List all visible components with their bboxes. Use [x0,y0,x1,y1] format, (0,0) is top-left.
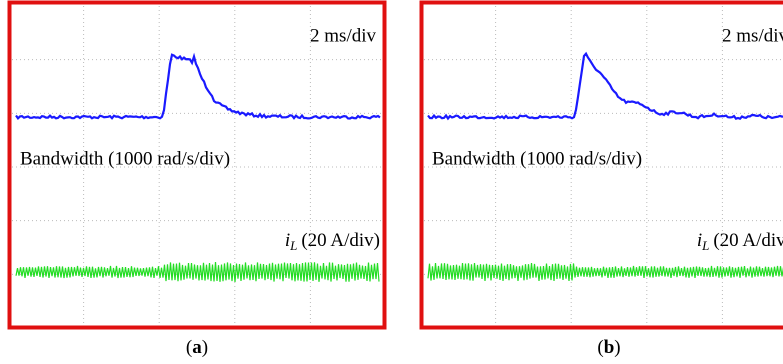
current-unit: (20 A/div) [713,230,783,251]
bandwidth-trace [428,54,783,119]
trace-label: Bandwidth (1000 rad/s/div) [432,148,642,169]
current-unit: (20 A/div) [301,230,380,251]
current-subscript: L [289,238,297,253]
bandwidth-trace [16,55,380,119]
current-label: iL(20 A/div) [285,230,380,253]
time-scale: 2 ms/div [722,25,783,46]
current-trace [428,263,783,281]
caption-label: b [604,337,615,358]
figure: 2 ms/divBandwidth (1000 rad/s/div)iL(20 … [0,0,783,364]
current-trace [16,262,379,282]
current-subscript: L [701,238,709,253]
caption-paren: ) [614,337,620,358]
current-label: iL(20 A/div) [697,230,783,253]
caption-paren: ) [202,337,208,358]
page: {"panels": [ {"time_scale": "2 ms/div", … [0,0,783,364]
caption: (a) [186,337,208,358]
caption-label: a [192,337,202,358]
trace-label: Bandwidth (1000 rad/s/div) [20,148,230,169]
time-scale: 2 ms/div [310,25,376,46]
caption: (b) [597,337,620,358]
